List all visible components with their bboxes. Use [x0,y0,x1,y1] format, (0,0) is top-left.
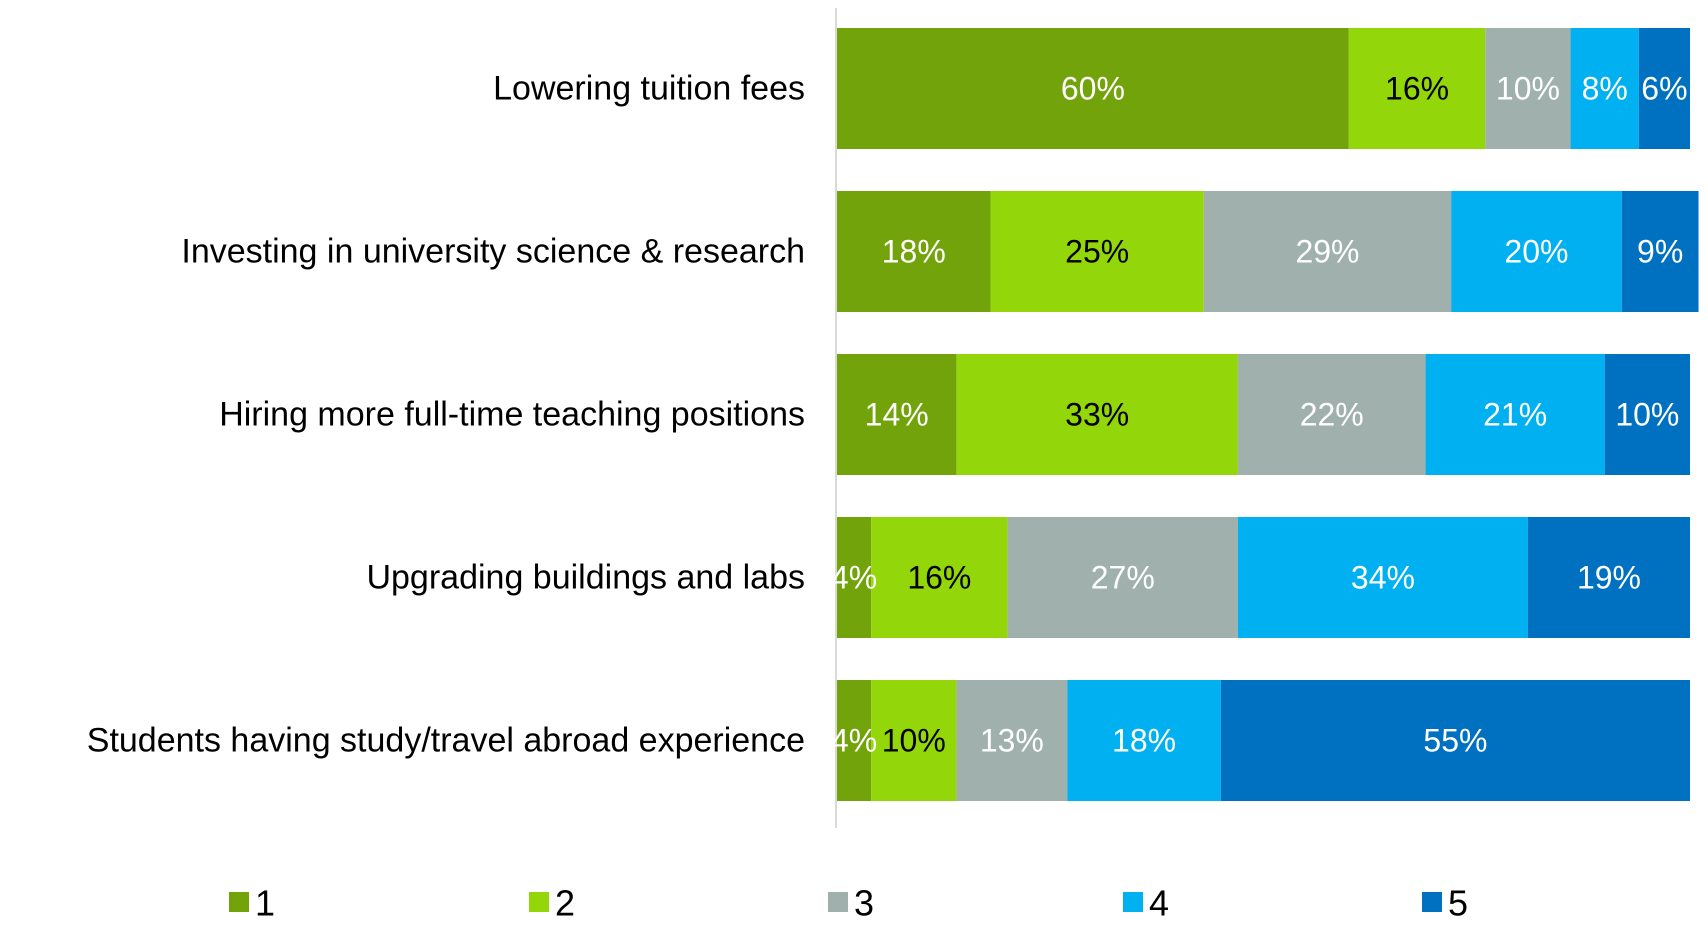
data-label: 33% [1065,397,1129,433]
data-label: 10% [1496,71,1560,107]
legend-label: 3 [854,883,874,924]
data-label: 21% [1483,397,1547,433]
category-label: Hiring more full-time teaching positions [219,396,805,434]
data-label: 13% [980,723,1044,759]
category-label: Investing in university science & resear… [181,233,805,271]
bar-segment [837,28,1349,149]
bar-segment [871,680,957,801]
bar-segment [837,191,991,312]
data-label: 16% [1385,71,1449,107]
data-label: 4% [831,723,877,759]
bar-segment [1237,517,1528,638]
bar-segment [837,680,872,801]
data-label: 10% [882,723,946,759]
data-label: 19% [1577,560,1641,596]
legend-swatch [1422,892,1442,912]
data-label: 4% [831,560,877,596]
legend-swatch [529,892,549,912]
bar-segment [956,354,1238,475]
legend-label: 1 [255,883,275,924]
data-label: 20% [1504,234,1568,270]
bar-segment [1570,28,1639,149]
data-label: 18% [1112,723,1176,759]
bar-segment [1485,28,1571,149]
data-label: 29% [1295,234,1359,270]
data-label: 14% [865,397,929,433]
bar-segment [871,517,1008,638]
bar-segment [837,354,957,475]
bar-segment [1067,680,1221,801]
bar-segment [1527,517,1690,638]
data-label: 9% [1637,234,1683,270]
data-label: 6% [1641,71,1687,107]
category-label: Upgrading buildings and labs [366,559,805,597]
bar-segment [837,517,872,638]
legend-item: 5 [1422,883,1468,924]
legend-item: 1 [229,883,275,924]
data-label: 55% [1423,723,1487,759]
bar-segment [1451,191,1622,312]
bars [837,28,1699,801]
data-label: 27% [1091,560,1155,596]
bar-segment [1638,28,1690,149]
bar-segment [1604,354,1690,475]
data-label: 10% [1615,397,1679,433]
category-label: Lowering tuition fees [493,70,805,108]
data-label: 8% [1582,71,1628,107]
bar-segment [1425,354,1605,475]
legend-item: 2 [529,883,575,924]
bar-segment [1621,191,1699,312]
data-label: 60% [1061,71,1125,107]
legend-label: 5 [1448,883,1468,924]
bar-segment [1237,354,1426,475]
category-label: Students having study/travel abroad expe… [87,722,805,760]
legend-swatch [1123,892,1143,912]
legend-label: 2 [555,883,575,924]
bar-segment [1007,517,1238,638]
legend-label: 4 [1149,883,1169,924]
legend-swatch [828,892,848,912]
legend-item: 3 [828,883,874,924]
data-label: 18% [882,234,946,270]
data-label: 22% [1300,397,1364,433]
bar-segment [1220,680,1690,801]
bar-segment [1348,28,1486,149]
bar-segment [990,191,1204,312]
legend-swatch [229,892,249,912]
bar-segment [956,680,1068,801]
data-label: 25% [1065,234,1129,270]
bar-segment [1203,191,1452,312]
legend-item: 4 [1123,883,1169,924]
data-label: 16% [907,560,971,596]
data-label: 34% [1351,560,1415,596]
